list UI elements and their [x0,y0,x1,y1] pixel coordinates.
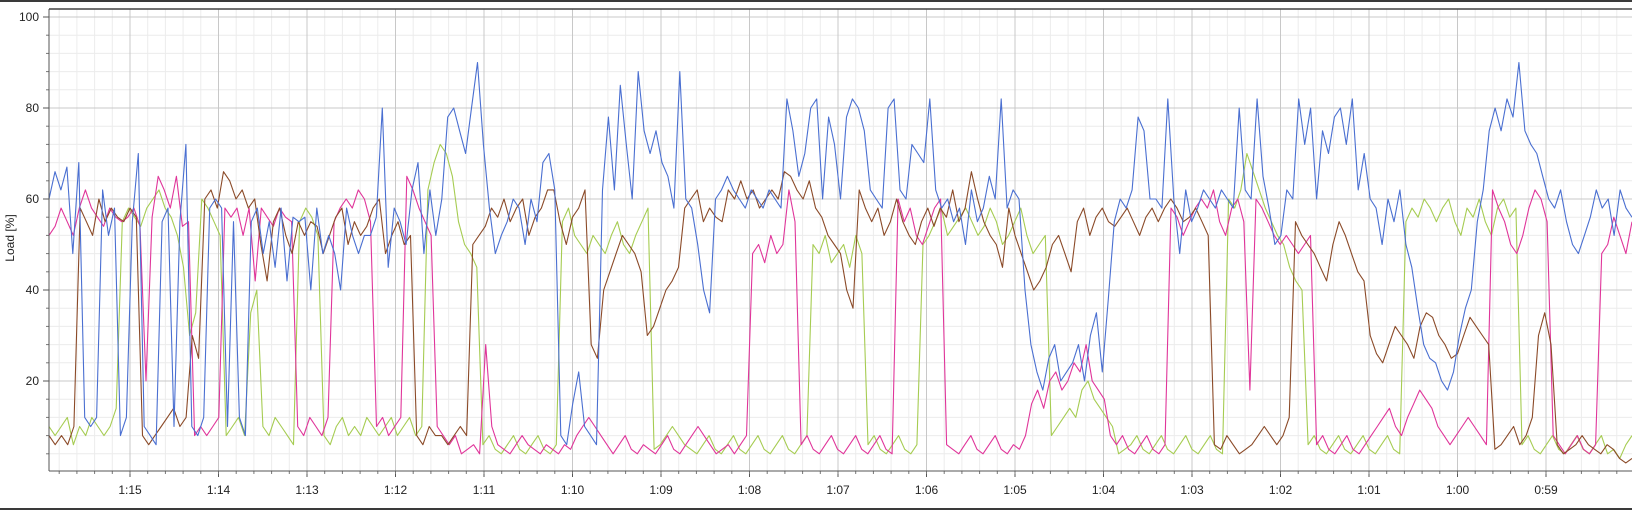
series-green-line [48,143,1632,459]
series-blue-line [48,61,1632,446]
page-bottom-border [0,508,1632,510]
x-tick-label: 1:07 [826,483,850,497]
x-tick-label: 1:13 [295,483,319,497]
y-tick-label: 80 [26,101,40,115]
major-grid [49,9,1632,471]
y-tick-label: 20 [26,374,40,388]
x-tick-label: 0:59 [1534,483,1558,497]
x-tick-label: 1:05 [1003,483,1027,497]
series-pink-line [48,175,1632,455]
axes-layer [43,8,1632,477]
series-brown-line [48,171,1632,464]
y-tick-label: 100 [19,10,39,24]
x-tick-label: 1:01 [1357,483,1381,497]
y-tick-label: 60 [26,192,40,206]
x-tick-label: 1:14 [207,483,231,497]
minor-grid [49,9,1632,471]
x-tick-label: 1:15 [118,483,142,497]
x-tick-label: 1:11 [473,483,496,497]
x-tick-labels: 1:15 1:14 1:13 1:12 1:11 1:10 1:09 1:08 1:07 1:06… [118,483,1558,497]
x-tick-label: 1:03 [1180,483,1204,497]
x-tick-label: 1:09 [649,483,673,497]
x-tick-label: 1:02 [1269,483,1293,497]
y-tick-labels: 20 40 60 80 100 [19,10,39,388]
y-tick-label: 40 [26,283,40,297]
x-tick-label: 1:00 [1446,483,1470,497]
series-layer [48,61,1632,464]
x-tick-label: 1:12 [384,483,408,497]
x-tick-label: 1:10 [561,483,585,497]
x-tick-label: 1:04 [1092,483,1116,497]
y-axis-title: Load [%] [3,214,17,261]
x-tick-label: 1:06 [915,483,939,497]
x-tick-label: 1:08 [738,483,762,497]
page-top-border [0,0,1632,2]
